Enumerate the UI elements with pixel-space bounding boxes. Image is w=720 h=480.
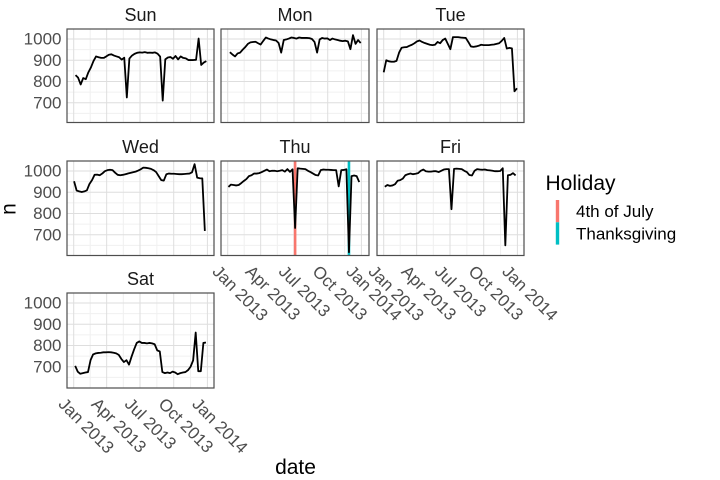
svg-text:Thanksgiving: Thanksgiving <box>576 225 676 244</box>
svg-text:900: 900 <box>33 315 61 334</box>
svg-text:1000: 1000 <box>24 30 62 49</box>
svg-text:700: 700 <box>33 357 61 376</box>
svg-text:900: 900 <box>33 183 61 202</box>
svg-text:1000: 1000 <box>24 294 62 313</box>
svg-text:Holiday: Holiday <box>546 172 617 195</box>
svg-text:800: 800 <box>33 204 61 223</box>
svg-text:date: date <box>275 456 316 479</box>
svg-text:700: 700 <box>33 225 61 244</box>
svg-text:Sat: Sat <box>127 269 154 289</box>
svg-text:700: 700 <box>33 93 61 112</box>
svg-text:4th of July: 4th of July <box>576 202 654 221</box>
svg-text:Tue: Tue <box>435 5 465 25</box>
svg-text:Thu: Thu <box>279 137 310 157</box>
svg-text:800: 800 <box>33 72 61 91</box>
svg-text:800: 800 <box>33 336 61 355</box>
svg-text:1000: 1000 <box>24 162 62 181</box>
svg-text:n: n <box>0 203 21 215</box>
svg-text:Mon: Mon <box>277 5 312 25</box>
svg-text:Wed: Wed <box>122 137 159 157</box>
svg-text:900: 900 <box>33 51 61 70</box>
svg-text:Sun: Sun <box>124 5 156 25</box>
svg-text:Fri: Fri <box>440 137 461 157</box>
